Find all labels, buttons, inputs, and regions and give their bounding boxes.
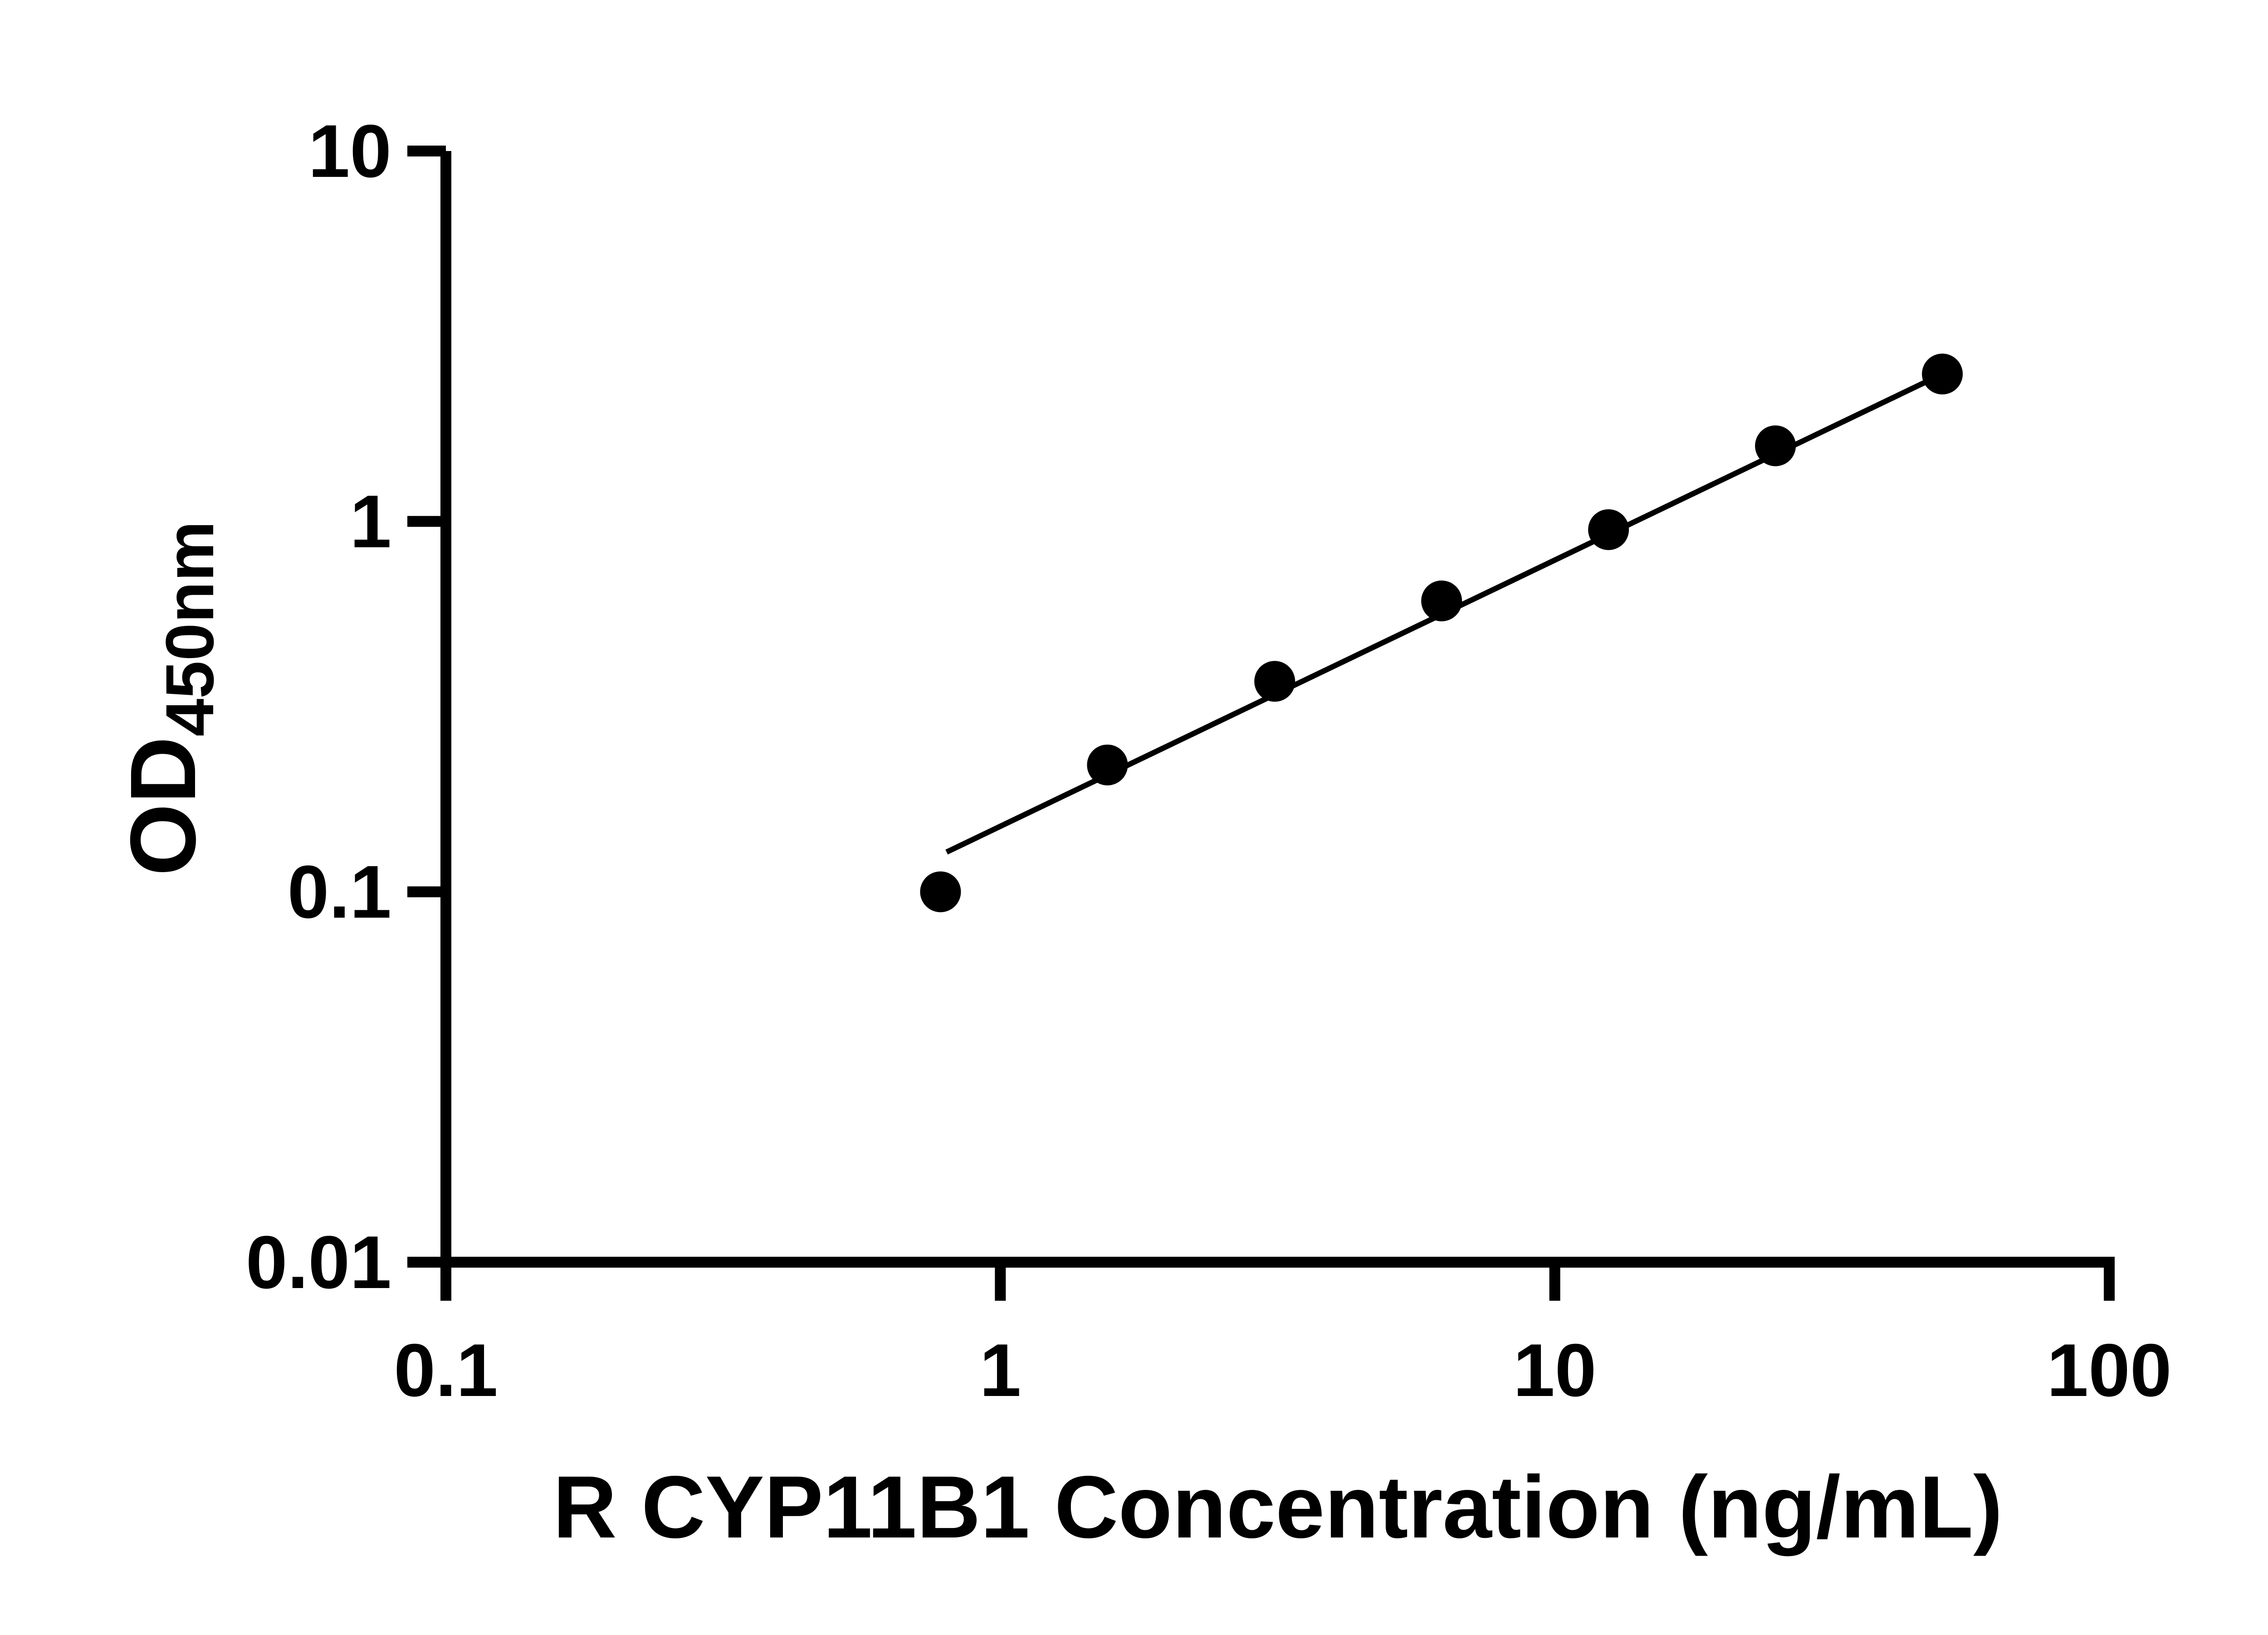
data-point [1421,580,1462,621]
y-axis-title-main: OD [111,737,215,876]
data-point [1087,744,1128,786]
y-tick-label: 10 [308,109,391,193]
data-point [920,871,961,913]
data-point [1755,425,1796,466]
x-tick-label: 1 [979,1328,1021,1412]
y-tick-label: 0.01 [246,1220,391,1304]
data-point [1588,509,1629,550]
y-axis-title: OD450nm [111,521,228,876]
axes [440,151,2115,1268]
data-series [920,353,1963,913]
data-point [1254,661,1295,702]
x-axis-title: R CYP11B1 Concentration (ng/mL) [553,1458,2003,1557]
tick-marks [407,146,2115,1301]
y-tick-label: 0.1 [288,850,391,933]
axis-spine [440,151,2115,1268]
x-tick-label: 10 [1513,1328,1597,1412]
y-axis-title-sub: 450nm [152,521,228,737]
y-tick-label: 1 [350,480,391,563]
x-tick-label: 0.1 [394,1328,498,1412]
x-tick-label: 100 [2047,1328,2171,1412]
data-point [1922,353,1963,395]
